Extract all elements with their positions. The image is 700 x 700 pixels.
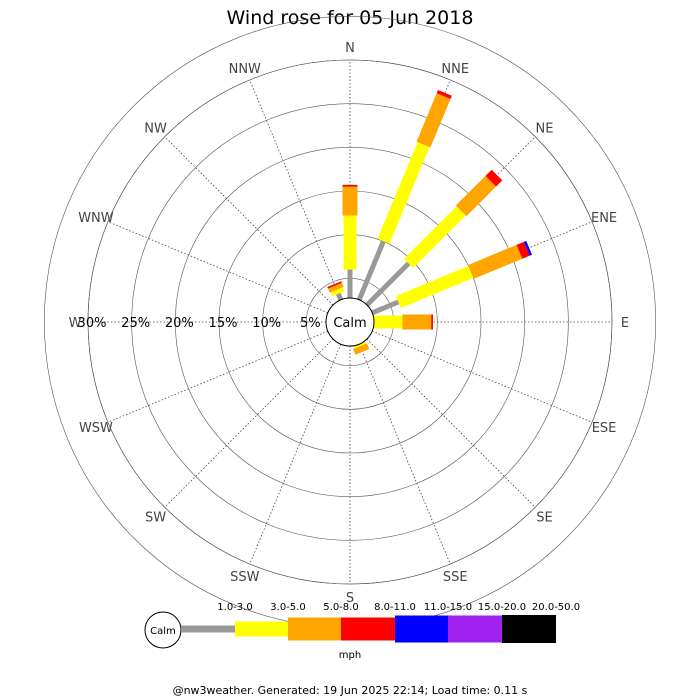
bar-ene-3.0-5.0 <box>395 265 474 308</box>
chart-title: Wind rose for 05 Jun 2018 <box>227 7 474 29</box>
direction-label-ne: NE <box>535 122 553 137</box>
grid-ring-outer <box>87 59 613 585</box>
legend-swatch <box>448 615 502 643</box>
percent-label: 30% <box>78 316 107 331</box>
bar-e-3.0-5.0 <box>371 315 403 329</box>
spoke-se <box>366 338 536 508</box>
bar-ne-3.0-5.0 <box>404 206 466 268</box>
legend-swatch <box>341 617 395 641</box>
calm-label: Calm <box>333 316 366 331</box>
bar-ne-5.0-8.0 <box>455 175 497 217</box>
direction-label-nw: NW <box>144 122 167 137</box>
calm-circle <box>325 297 375 347</box>
footer: @nw3weather. Generated: 19 Jun 2025 22:1… <box>173 684 528 697</box>
bar-nnw-8.0-11.0 <box>327 281 342 289</box>
legend-label: 20.0-50.0 <box>532 602 580 613</box>
bar-e-5.0-8.0 <box>402 314 432 330</box>
percent-labels: 5% 10% 15% 20% 25% 30% <box>78 316 321 331</box>
legend-swatch <box>395 615 448 643</box>
direction-label-se: SE <box>536 510 552 525</box>
percent-label: 20% <box>165 316 194 331</box>
direction-label-nnw: NNW <box>229 62 261 77</box>
bar-n-1.0-3.0 <box>347 269 353 301</box>
direction-label-wsw: WSW <box>79 421 113 436</box>
percent-label: 5% <box>300 316 321 331</box>
bar-nne-3.0-5.0 <box>377 142 430 244</box>
percent-label: 25% <box>121 316 150 331</box>
spoke-ese <box>372 330 593 423</box>
percent-label: 10% <box>252 316 281 331</box>
spoke-wnw <box>107 221 328 314</box>
bar-nnw-5.0-8.0 <box>328 282 344 293</box>
direction-label-n: N <box>345 41 355 56</box>
legend: Calm 1.0-3.0 3.0-5.0 5.0-8.0 8.0-11.0 11.0-15… <box>144 602 580 661</box>
bar-nnw-3.0-5.0 <box>330 287 345 297</box>
bar-nne-1.0-3.0 <box>356 240 386 303</box>
bar-nne-8.0-11.0 <box>436 89 452 99</box>
direction-label-w: W <box>69 316 82 331</box>
spoke-sse <box>358 344 451 565</box>
bar-n-3.0-5.0 <box>343 215 357 270</box>
spoke-sw <box>164 338 334 508</box>
bars <box>327 89 532 355</box>
legend-label: 5.0-8.0 <box>323 602 358 613</box>
direction-label-nne: NNE <box>441 62 469 77</box>
legend-unit: mph <box>339 650 361 661</box>
legend-label: 3.0-5.0 <box>270 602 305 613</box>
spoke-nnw <box>249 79 342 300</box>
legend-calm-label: Calm <box>150 626 176 637</box>
legend-swatch <box>181 625 235 633</box>
percent-label: 15% <box>209 316 238 331</box>
bar-n-5.0-8.0 <box>342 186 358 216</box>
direction-label-s: S <box>346 591 354 606</box>
direction-label-sw: SW <box>145 510 166 525</box>
direction-label-ese: ESE <box>592 421 617 436</box>
bar-ene-11.0-15.0 <box>523 240 532 256</box>
direction-label-sse: SSE <box>443 570 468 585</box>
direction-label-ene: ENE <box>591 211 617 226</box>
legend-label: 8.0-11.0 <box>374 602 416 613</box>
grid-ring <box>131 103 569 541</box>
legend-swatch <box>502 615 556 643</box>
legend-label: 15.0-20.0 <box>478 602 526 613</box>
direction-label-wnw: WNW <box>78 211 114 226</box>
bar-ene-8.0-11.0 <box>516 241 530 259</box>
legend-label: 1.0-3.0 <box>217 602 252 613</box>
spoke-ssw <box>249 344 342 565</box>
bar-nne-5.0-8.0 <box>416 93 451 148</box>
bar-ne-8.0-11.0 <box>485 169 503 187</box>
bar-e-8.0-11.0 <box>431 314 433 330</box>
direction-label-ssw: SSW <box>230 570 260 585</box>
legend-swatch <box>288 617 341 641</box>
bar-sse-5.0-8.0 <box>353 343 370 355</box>
bar-n-8.0-11.0 <box>342 184 358 187</box>
bar-ne-1.0-3.0 <box>363 261 411 309</box>
legend-swatch <box>235 621 288 637</box>
legend-label: 11.0-15.0 <box>424 602 472 613</box>
direction-labels: N NNE NE ENE E ESE SE SSE S SSW SW WSW W WNW NW NNW <box>69 41 630 606</box>
direction-label-e: E <box>621 316 629 331</box>
bar-ene-5.0-8.0 <box>468 244 523 279</box>
spoke-nw <box>164 136 334 306</box>
calm-circle-group: Calm <box>325 297 375 347</box>
bar-ene-1.0-3.0 <box>369 299 400 316</box>
spoke-wsw <box>107 330 328 423</box>
